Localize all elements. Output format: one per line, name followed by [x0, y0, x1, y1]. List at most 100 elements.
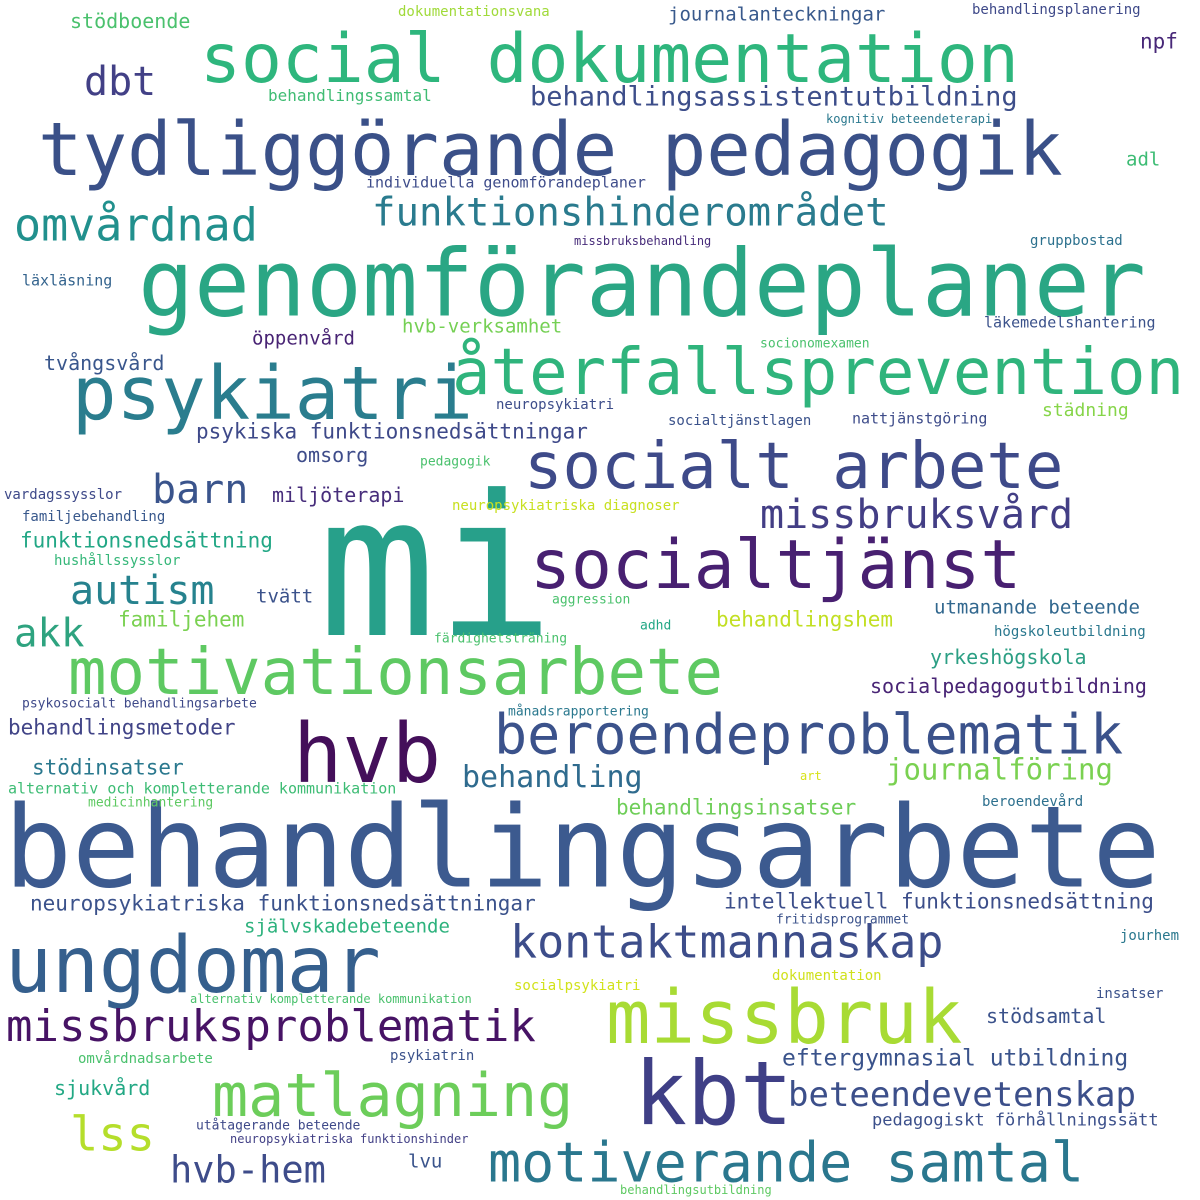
- word-familjehem: familjehem: [118, 607, 245, 632]
- word-manadsrapportering: månadsrapportering: [508, 704, 649, 720]
- word-omsorg: omsorg: [296, 443, 369, 467]
- word-lakemedelshantering: läkemedelshantering: [984, 313, 1156, 332]
- word-utatagerande-beteende: utåtagerande beteende: [196, 1118, 361, 1134]
- word-behandlingsinsatser: behandlingsinsatser: [616, 795, 857, 820]
- word-behandlingsmetoder: behandlingsmetoder: [8, 715, 236, 740]
- word-dokumentationsvana: dokumentationsvana: [398, 4, 550, 20]
- word-hogskoleutbildning: högskoleutbildning: [994, 624, 1146, 640]
- word-funktionsnedsattning: funktionsnedsättning: [20, 528, 273, 553]
- word-socialt-arbete: socialt arbete: [524, 430, 1064, 504]
- word-autism: autism: [70, 568, 215, 614]
- word-socialtjanst: socialtjänst: [530, 526, 1022, 605]
- word-beteendevetenskap: beteendevetenskap: [788, 1075, 1136, 1115]
- word-fardighetstraning: färdighetsträning: [434, 631, 568, 647]
- word-jourhem: jourhem: [1120, 928, 1180, 944]
- word-psykiatrin: psykiatrin: [390, 1048, 475, 1064]
- word-adl: adl: [1126, 148, 1161, 171]
- word-socionomexamen: socionomexamen: [760, 336, 870, 352]
- word-mi: mi: [318, 454, 555, 682]
- word-neuropsykiatriska-diagnoser: neuropsykiatriska diagnoser: [452, 498, 680, 514]
- word-beroendevard: beroendevård: [982, 794, 1084, 810]
- word-adhd: adhd: [640, 618, 672, 634]
- word-miljoterapi: miljöterapi: [272, 483, 405, 507]
- word-missbruk: missbruk: [606, 975, 963, 1061]
- word-fritidsprogrammet: fritidsprogrammet: [776, 912, 910, 928]
- word-motivationsarbete: motivationsarbete: [68, 636, 724, 710]
- word-psykosocialt-behandlingsarbete: psykosocialt behandlingsarbete: [22, 696, 257, 712]
- word-lvu: lvu: [408, 1150, 443, 1173]
- word-laxlasning: läxläsning: [22, 271, 113, 290]
- word-kbt: kbt: [634, 1042, 793, 1145]
- word-hvb-hem: hvb-hem: [170, 1148, 326, 1192]
- word-matlagning: matlagning: [212, 1061, 574, 1131]
- word-intellektuell-funktionsnedsattning: intellektuell funktionsnedsättning: [724, 889, 1154, 914]
- word-utmanande-beteende: utmanande beteende: [934, 596, 1140, 619]
- word-journalforing: journalföring: [886, 752, 1113, 787]
- word-sjalvskadebeteende: självskadebeteende: [244, 915, 450, 938]
- word-stodboende: stödboende: [70, 9, 191, 33]
- word-tvangsvard: tvångsvård: [44, 351, 165, 375]
- word-behandling: behandling: [462, 760, 643, 795]
- word-barn: barn: [152, 467, 249, 513]
- word-akk: akk: [14, 611, 85, 657]
- word-nattjanstgoring: nattjänstgöring: [852, 409, 988, 428]
- word-behandlingsplanering: behandlingsplanering: [972, 2, 1141, 18]
- word-stadning: städning: [1042, 400, 1129, 421]
- word-familjebehandling: familjebehandling: [22, 509, 166, 525]
- word-behandlingssamtal: behandlingssamtal: [268, 86, 432, 105]
- word-missbruksproblematik: missbruksproblematik: [6, 1001, 536, 1052]
- word-insatser: insatser: [1096, 986, 1164, 1002]
- word-beroendeproblematik: beroendeproblematik: [494, 702, 1124, 767]
- word-individuella-genomforandeplaner: individuella genomförandeplaner: [366, 173, 646, 192]
- word-neuropsykiatri: neuropsykiatri: [496, 397, 615, 413]
- word-behandlingsarbete: behandlingsarbete: [4, 781, 1161, 914]
- word-psykiatri: psykiatri: [72, 351, 473, 437]
- word-psykiska-funktionsnedsattningar: psykiska funktionsnedsättningar: [196, 419, 588, 444]
- word-aggression: aggression: [552, 592, 631, 608]
- word-omvardnadsarbete: omvårdnadsarbete: [78, 1051, 213, 1067]
- word-vardagssysslor: vardagssysslor: [4, 487, 123, 503]
- word-art: art: [800, 769, 822, 783]
- word-dokumentation: dokumentation: [772, 968, 882, 984]
- word-npf: npf: [1140, 29, 1178, 54]
- word-dbt: dbt: [84, 59, 157, 105]
- word-lss: lss: [70, 1107, 155, 1163]
- word-pedagogiskt-forhallningssatt: pedagogiskt förhållningssätt: [872, 1110, 1159, 1131]
- word-aterfallsprevention: återfallsprevention: [452, 336, 1185, 410]
- word-alternativ-kompletterande-kommunikation: alternativ kompletterande kommunikation: [190, 992, 472, 1006]
- word-kontaktmannaskap: kontaktmannaskap: [510, 915, 944, 969]
- word-journalanteckningar: journalanteckningar: [668, 3, 886, 26]
- word-oppenvard: öppenvård: [252, 327, 355, 350]
- word-stodinsatser: stödinsatser: [32, 755, 184, 780]
- word-tvatt: tvätt: [256, 585, 314, 608]
- word-ungdomar: ungdomar: [5, 921, 381, 1011]
- word-hvb: hvb: [293, 707, 442, 802]
- word-yrkeshogskola: yrkeshögskola: [930, 645, 1087, 669]
- word-kognitiv-beteendeterapi: kognitiv beteendeterapi: [826, 112, 993, 126]
- word-sjukvard: sjukvård: [54, 1076, 151, 1100]
- word-omvardnad: omvårdnad: [14, 198, 258, 252]
- word-behandlingsutbildning: behandlingsutbildning: [620, 1183, 772, 1197]
- word-neuropsykiatriska-funktionsnedsattningar: neuropsykiatriska funktionsnedsättningar: [30, 891, 536, 916]
- word-tydliggorande-pedagogik: tydliggörande pedagogik: [38, 107, 1063, 193]
- word-hvb-verksamhet: hvb-verksamhet: [402, 315, 563, 338]
- word-pedagogik: pedagogik: [420, 454, 491, 470]
- word-hushallssysslor: hushållssysslor: [54, 553, 181, 569]
- word-missbruksvard: missbruksvård: [760, 492, 1074, 538]
- word-behandlingshem: behandlingshem: [716, 607, 894, 632]
- word-socialtjanstlagen: socialtjänstlagen: [668, 413, 812, 429]
- word-socialpedagogutbildning: socialpedagogutbildning: [870, 674, 1147, 698]
- word-alternativ-och-kompletterande-kommunikation: alternativ och kompletterande kommunikat…: [8, 779, 397, 798]
- word-missbruksbehandling: missbruksbehandling: [574, 234, 712, 248]
- word-motiverande-samtal: motiverande samtal: [488, 1130, 1085, 1195]
- word-genomforandeplaner: genomförandeplaner: [138, 229, 1146, 338]
- word-eftergymnasial-utbildning: eftergymnasial utbildning: [782, 1045, 1129, 1072]
- word-social-dokumentation: social dokumentation: [200, 20, 1019, 99]
- word-neuropsykiatriska-funktionshinder: neuropsykiatriska funktionshinder: [230, 1132, 469, 1146]
- word-stodsamtal: stödsamtal: [986, 1004, 1107, 1028]
- word-medicinhantering: medicinhantering: [88, 795, 214, 811]
- word-funktionshinderomradet: funktionshinderområdet: [372, 190, 889, 236]
- word-socialpsykiatri: socialpsykiatri: [514, 978, 641, 994]
- word-behandlingsassistentutbildning: behandlingsassistentutbildning: [530, 81, 1018, 113]
